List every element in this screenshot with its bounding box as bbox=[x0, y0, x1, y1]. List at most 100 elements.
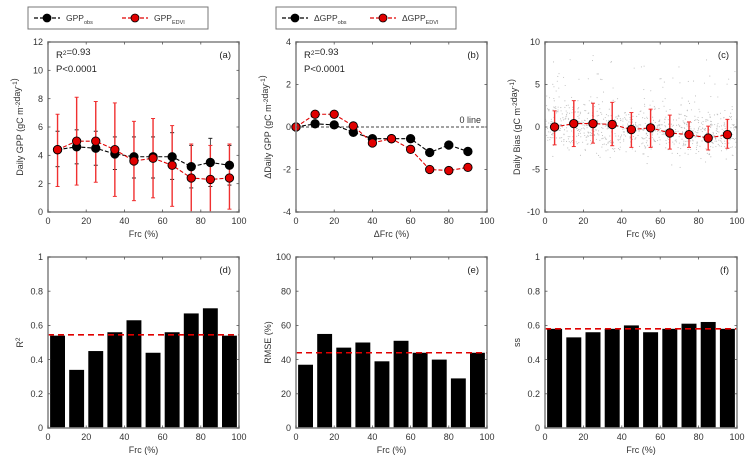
scatter-point bbox=[562, 117, 564, 119]
scatter-point bbox=[712, 136, 715, 138]
scatter-point bbox=[679, 166, 681, 168]
scatter-point bbox=[591, 101, 593, 103]
scatter-point bbox=[594, 129, 596, 131]
bar bbox=[412, 352, 428, 428]
scatter-point bbox=[565, 105, 567, 107]
scatter-point bbox=[577, 100, 579, 102]
scatter-point bbox=[731, 154, 733, 156]
scatter-point bbox=[586, 127, 588, 129]
scatter-point bbox=[595, 129, 597, 131]
scatter-point bbox=[587, 122, 589, 124]
data-point bbox=[310, 109, 320, 119]
scatter-point bbox=[644, 117, 646, 119]
scatter-point bbox=[614, 101, 616, 103]
scatter-point bbox=[717, 143, 719, 146]
scatter-point bbox=[575, 141, 577, 143]
scatter-point bbox=[683, 140, 685, 142]
scatter-point bbox=[675, 139, 677, 141]
scatter-point bbox=[686, 115, 688, 118]
scatter-point bbox=[546, 95, 548, 97]
scatter-point bbox=[717, 114, 719, 116]
scatter-point bbox=[700, 129, 702, 131]
scatter-point bbox=[603, 143, 605, 145]
panel-d: 0 20 40 60 80 100 0 0.2 0.4 0.6 0.8 1 Frc (%) R2 (d) bbox=[15, 252, 247, 455]
scatter-point bbox=[689, 126, 691, 128]
scatter-point bbox=[565, 117, 567, 120]
data-point bbox=[186, 162, 196, 172]
scatter-point bbox=[720, 150, 723, 152]
scatter-point bbox=[695, 152, 697, 155]
scatter-point bbox=[563, 76, 565, 78]
scatter-point bbox=[636, 126, 638, 128]
scatter-point bbox=[644, 147, 646, 149]
scatter-point bbox=[705, 148, 707, 150]
scatter-point bbox=[665, 142, 667, 144]
scatter-point bbox=[683, 121, 685, 123]
scatter-point bbox=[623, 138, 625, 140]
scatter-point bbox=[596, 110, 598, 112]
y-axis-label: Daily Bias (gC m-2day-1) bbox=[506, 79, 522, 175]
scatter-point bbox=[665, 116, 667, 118]
scatter-point bbox=[731, 146, 733, 148]
x-tick-label: 80 bbox=[694, 216, 704, 226]
scatter-point bbox=[641, 137, 643, 139]
scatter-point bbox=[564, 106, 566, 108]
y-tick-label: 5 bbox=[535, 80, 540, 90]
scatter-point bbox=[672, 124, 674, 126]
x-tick-label: 40 bbox=[617, 432, 627, 442]
scatter-point bbox=[694, 101, 696, 103]
scatter-point bbox=[635, 125, 637, 127]
scatter-point bbox=[619, 137, 621, 139]
scatter-point bbox=[617, 139, 619, 141]
x-tick-label: 20 bbox=[81, 216, 91, 226]
scatter-point bbox=[552, 83, 554, 85]
scatter-point bbox=[643, 153, 645, 155]
scatter-point bbox=[547, 108, 549, 110]
scatter-point bbox=[567, 117, 569, 119]
scatter-point bbox=[555, 107, 557, 110]
scatter-point bbox=[591, 132, 593, 134]
scatter-point bbox=[629, 116, 631, 118]
scatter-point bbox=[564, 84, 566, 87]
scatter-point bbox=[662, 131, 664, 133]
scatter-point bbox=[609, 135, 611, 137]
scatter-point bbox=[733, 138, 735, 140]
scatter-point bbox=[718, 145, 720, 147]
scatter-point bbox=[642, 117, 644, 119]
bar bbox=[355, 342, 371, 428]
scatter-point bbox=[584, 134, 586, 137]
scatter-point bbox=[601, 126, 603, 129]
x-tick-label: 0 bbox=[293, 216, 298, 226]
scatter-point bbox=[591, 135, 593, 137]
scatter-point bbox=[733, 129, 735, 131]
bar bbox=[126, 320, 142, 428]
scatter-point bbox=[651, 145, 653, 147]
scatter-point bbox=[732, 125, 734, 127]
x-tick-label: 100 bbox=[479, 216, 494, 226]
scatter-point bbox=[568, 149, 570, 151]
scatter-point bbox=[661, 124, 663, 126]
scatter-point bbox=[598, 134, 600, 136]
scatter-point bbox=[590, 96, 592, 98]
data-point bbox=[569, 118, 579, 129]
scatter-point bbox=[560, 120, 562, 122]
y-tick-label: -4 bbox=[283, 207, 291, 217]
scatter-point bbox=[680, 104, 682, 106]
scatter-point bbox=[582, 141, 584, 143]
x-tick-label: 60 bbox=[406, 432, 416, 442]
scatter-point bbox=[662, 86, 664, 88]
scatter-point bbox=[601, 122, 603, 125]
scatter-point bbox=[677, 130, 679, 132]
scatter-point bbox=[644, 138, 646, 140]
y-tick-label: 0 bbox=[535, 122, 540, 132]
scatter-point bbox=[707, 111, 709, 113]
scatter-point bbox=[595, 138, 597, 140]
data-point bbox=[329, 109, 339, 119]
scatter-point bbox=[550, 137, 552, 139]
scatter-point bbox=[563, 129, 566, 131]
scatter-point bbox=[620, 119, 622, 121]
scatter-point bbox=[710, 146, 712, 148]
scatter-point bbox=[632, 136, 634, 138]
scatter-point bbox=[677, 146, 679, 149]
scatter-point bbox=[626, 123, 629, 125]
